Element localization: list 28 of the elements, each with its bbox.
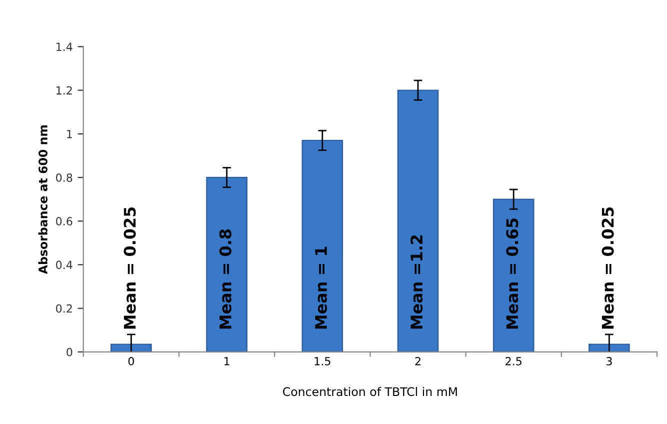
bar [206, 176, 248, 352]
x-tick-label: 2.5 [506, 356, 522, 366]
x-tick-label: 1.5 [314, 357, 330, 366]
y-tick-label: 0.8 [56, 173, 72, 182]
y-tick-label: 0.2 [56, 304, 72, 313]
y-tick-label: 0 [66, 348, 72, 356]
y-tick-label: 0.4 [56, 260, 72, 270]
annotation: Mean =1.2 [410, 235, 423, 329]
bar [492, 198, 534, 352]
annotation: Mean = 1 [315, 246, 328, 329]
annotation: Mean = 0.025 [124, 207, 136, 329]
y-tick-label: 1 [67, 130, 72, 138]
y-tick-label: 1.4 [56, 42, 72, 51]
bar [302, 140, 344, 352]
bar [588, 344, 630, 352]
annotation: Mean = 0.8 [219, 229, 232, 329]
y-tick-label: 1.2 [56, 86, 72, 94]
bar [397, 90, 439, 352]
bar [110, 344, 152, 352]
y-tick-label: 0.6 [56, 217, 72, 226]
x-tick-label: 0 [128, 356, 134, 366]
x-tick-label: 1 [224, 357, 230, 366]
y-axis-title: Absorbance at 600 nm [38, 125, 48, 274]
annotation: Mean = 0.65 [506, 218, 518, 329]
x-axis-title: Concentration of TBTCl in mM [282, 386, 457, 396]
x-tick-label: 2 [415, 356, 420, 366]
annotation: Mean = 0.025 [602, 207, 614, 329]
x-tick-label: 3 [606, 356, 612, 366]
